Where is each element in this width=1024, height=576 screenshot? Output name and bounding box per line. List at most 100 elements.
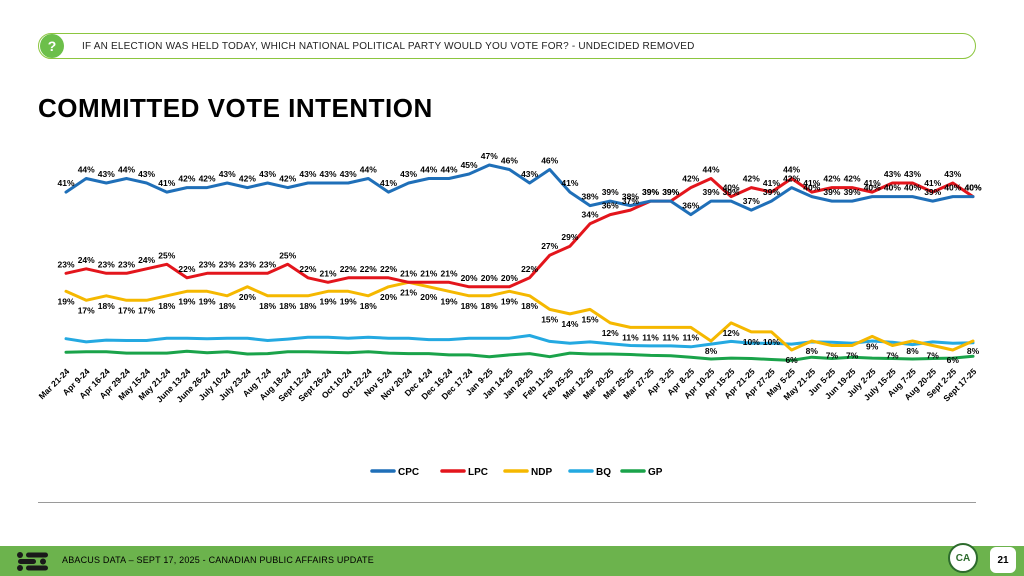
data-label-lpc: 22% xyxy=(299,264,316,274)
data-label-lpc: 41% xyxy=(803,178,820,188)
data-label-cpc: 47% xyxy=(481,151,498,161)
data-label-ndp: 11% xyxy=(683,332,700,342)
data-label-ndp: 8% xyxy=(705,346,718,356)
data-label-lpc: 41% xyxy=(763,178,780,188)
data-label-cpc: 41% xyxy=(561,178,578,188)
data-label-cpc: 43% xyxy=(299,169,316,179)
data-label-cpc: 43% xyxy=(400,169,417,179)
data-label-ndp: 18% xyxy=(98,301,115,311)
data-label-cpc: 46% xyxy=(541,156,558,166)
data-label-ndp: 20% xyxy=(239,292,256,302)
footer-text: ABACUS DATA – SEPT 17, 2025 - CANADIAN P… xyxy=(62,555,374,565)
data-label-ndp: 19% xyxy=(199,296,216,306)
data-label-lpc: 41% xyxy=(924,178,941,188)
abacus-logo-icon xyxy=(17,552,48,571)
data-label-lpc: 43% xyxy=(884,169,901,179)
data-label-cpc: 43% xyxy=(521,169,538,179)
data-label-lpc: 42% xyxy=(844,174,861,184)
data-label-lpc: 40% xyxy=(964,183,981,193)
data-label-lpc: 25% xyxy=(279,250,296,260)
data-label-ndp: 18% xyxy=(521,301,538,311)
data-label-ndp: 17% xyxy=(118,305,135,315)
data-label-cpc: 42% xyxy=(239,174,256,184)
data-label-lpc: 42% xyxy=(823,174,840,184)
data-label-ndp: 19% xyxy=(178,296,195,306)
data-label-ndp: 20% xyxy=(380,292,397,302)
data-label-ndp: 18% xyxy=(360,301,377,311)
data-label-ndp: 17% xyxy=(138,305,155,315)
data-label-cpc: 39% xyxy=(823,187,840,197)
data-label-ndp: 12% xyxy=(602,328,619,338)
data-label-ndp: 11% xyxy=(642,332,659,342)
data-label-cpc: 43% xyxy=(219,169,236,179)
data-label-ndp: 18% xyxy=(461,301,478,311)
data-label-cpc: 43% xyxy=(138,169,155,179)
data-label-lpc: 41% xyxy=(864,178,881,188)
data-label-cpc: 42% xyxy=(178,174,195,184)
data-label-ndp: 18% xyxy=(219,301,236,311)
data-label-lpc: 20% xyxy=(461,273,478,283)
data-label-cpc: 40% xyxy=(904,183,921,193)
data-label-ndp: 15% xyxy=(541,314,558,324)
data-label-cpc: 42% xyxy=(199,174,216,184)
data-label-ndp: 8% xyxy=(967,346,980,356)
data-label-lpc: 21% xyxy=(319,268,336,278)
data-label-ndp: 7% xyxy=(886,351,899,361)
data-label-cpc: 40% xyxy=(803,183,820,193)
data-label-ndp: 21% xyxy=(400,287,417,297)
footer-bar xyxy=(0,546,1024,576)
data-label-lpc: 42% xyxy=(743,174,760,184)
data-label-lpc: 22% xyxy=(340,264,357,274)
data-label-lpc: 44% xyxy=(702,165,719,175)
data-label-lpc: 21% xyxy=(420,268,437,278)
data-label-lpc: 21% xyxy=(440,268,457,278)
data-label-lpc: 27% xyxy=(541,241,558,251)
data-label-ndp: 17% xyxy=(78,305,95,315)
data-label-lpc: 23% xyxy=(199,259,216,269)
data-label-lpc: 23% xyxy=(259,259,276,269)
data-label-cpc: 39% xyxy=(844,187,861,197)
data-label-lpc: 29% xyxy=(561,232,578,242)
data-label-cpc: 39% xyxy=(662,187,679,197)
data-label-cpc: 46% xyxy=(501,156,518,166)
data-label-lpc: 25% xyxy=(158,250,175,260)
data-label-lpc: 23% xyxy=(239,259,256,269)
data-label-cpc: 39% xyxy=(924,187,941,197)
legend-label-ndp: NDP xyxy=(531,467,552,478)
data-label-cpc: 38% xyxy=(581,192,598,202)
data-label-ndp: 19% xyxy=(319,296,336,306)
data-label-cpc: 40% xyxy=(944,183,961,193)
data-label-ndp: 10% xyxy=(743,337,760,347)
data-label-lpc: 40% xyxy=(723,183,740,193)
data-label-lpc: 22% xyxy=(360,264,377,274)
data-label-ndp: 11% xyxy=(662,332,679,342)
data-label-cpc: 39% xyxy=(642,187,659,197)
ca-logo-icon: CA xyxy=(948,543,978,573)
data-label-lpc: 23% xyxy=(219,259,236,269)
data-label-lpc: 39% xyxy=(642,187,659,197)
question-bar xyxy=(38,33,976,59)
data-label-cpc: 44% xyxy=(440,165,457,175)
data-label-cpc: 44% xyxy=(360,165,377,175)
data-label-ndp: 11% xyxy=(622,332,639,342)
data-label-ndp: 8% xyxy=(806,346,819,356)
data-label-ndp: 18% xyxy=(279,301,296,311)
data-label-lpc: 39% xyxy=(662,187,679,197)
page-number: 21 xyxy=(990,547,1016,573)
legend-label-lpc: LPC xyxy=(468,467,488,478)
data-label-cpc: 41% xyxy=(158,178,175,188)
data-label-ndp: 8% xyxy=(906,346,919,356)
series-line-gp xyxy=(64,349,975,362)
survey-question: IF AN ELECTION WAS HELD TODAY, WHICH NAT… xyxy=(82,41,695,52)
data-label-ndp: 7% xyxy=(826,351,839,361)
page-title: COMMITTED VOTE INTENTION xyxy=(38,93,433,123)
data-label-ndp: 18% xyxy=(481,301,498,311)
data-label-cpc: 36% xyxy=(682,201,699,211)
data-label-cpc: 39% xyxy=(702,187,719,197)
data-label-ndp: 19% xyxy=(501,296,518,306)
data-label-lpc: 23% xyxy=(118,259,135,269)
data-label-ndp: 12% xyxy=(723,328,740,338)
data-label-cpc: 43% xyxy=(340,169,357,179)
data-label-lpc: 24% xyxy=(138,255,155,265)
